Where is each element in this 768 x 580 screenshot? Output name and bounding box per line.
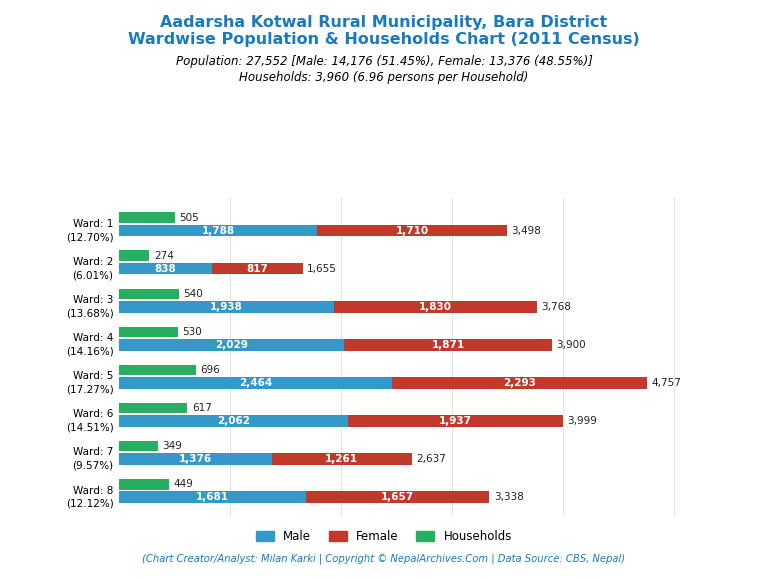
Text: 2,062: 2,062 [217, 416, 250, 426]
Bar [119, 327, 178, 338]
Bar [119, 415, 348, 427]
Text: 3,900: 3,900 [556, 340, 586, 350]
Bar [348, 415, 563, 427]
Text: Households: 3,960 (6.96 persons per Household): Households: 3,960 (6.96 persons per Hous… [240, 71, 528, 84]
Text: 449: 449 [174, 479, 194, 489]
Text: 1,657: 1,657 [381, 492, 414, 502]
Bar [334, 301, 537, 313]
Text: Aadarsha Kotwal Rural Municipality, Bara District: Aadarsha Kotwal Rural Municipality, Bara… [161, 14, 607, 30]
Text: 1,937: 1,937 [439, 416, 472, 426]
Text: 1,938: 1,938 [210, 302, 243, 312]
Text: Population: 27,552 [Male: 14,176 (51.45%), Female: 13,376 (48.55%)]: Population: 27,552 [Male: 14,176 (51.45%… [176, 55, 592, 68]
Bar [119, 225, 317, 237]
Bar [119, 251, 150, 261]
Text: (Chart Creator/Analyst: Milan Karki | Copyright © NepalArchives.Com | Data Sourc: (Chart Creator/Analyst: Milan Karki | Co… [142, 553, 626, 564]
Text: 838: 838 [154, 264, 177, 274]
Bar [119, 212, 175, 223]
Bar [344, 339, 551, 350]
Bar [119, 491, 306, 503]
Text: 2,637: 2,637 [416, 454, 446, 464]
Bar [119, 301, 334, 313]
Bar [272, 454, 412, 465]
Text: 1,376: 1,376 [179, 454, 212, 464]
Text: 274: 274 [154, 251, 174, 261]
Bar [119, 479, 169, 490]
Legend: Male, Female, Households: Male, Female, Households [251, 525, 517, 548]
Text: 3,498: 3,498 [511, 226, 541, 235]
Text: 3,768: 3,768 [541, 302, 571, 312]
Text: 1,788: 1,788 [202, 226, 235, 235]
Bar [306, 491, 489, 503]
Text: 696: 696 [200, 365, 220, 375]
Text: 505: 505 [180, 213, 199, 223]
Bar [119, 377, 392, 389]
Bar [119, 403, 187, 414]
Bar [119, 263, 212, 274]
Bar [119, 441, 157, 451]
Text: 4,757: 4,757 [651, 378, 681, 388]
Text: 1,681: 1,681 [196, 492, 229, 502]
Text: 2,029: 2,029 [215, 340, 248, 350]
Bar [119, 339, 344, 350]
Bar [119, 289, 179, 299]
Text: 3,338: 3,338 [494, 492, 524, 502]
Text: Wardwise Population & Households Chart (2011 Census): Wardwise Population & Households Chart (… [128, 32, 640, 47]
Text: 817: 817 [247, 264, 268, 274]
Bar [212, 263, 303, 274]
Bar [119, 454, 272, 465]
Text: 1,261: 1,261 [325, 454, 358, 464]
Text: 617: 617 [192, 403, 212, 413]
Bar [392, 377, 647, 389]
Text: 2,464: 2,464 [239, 378, 273, 388]
Text: 349: 349 [162, 441, 182, 451]
Text: 530: 530 [182, 327, 202, 337]
Text: 3,999: 3,999 [567, 416, 597, 426]
Text: 2,293: 2,293 [503, 378, 536, 388]
Text: 1,871: 1,871 [432, 340, 465, 350]
Text: 1,830: 1,830 [419, 302, 452, 312]
Text: 1,710: 1,710 [396, 226, 429, 235]
Text: 1,655: 1,655 [307, 264, 337, 274]
Text: 540: 540 [184, 289, 203, 299]
Bar [317, 225, 507, 237]
Bar [119, 365, 197, 375]
